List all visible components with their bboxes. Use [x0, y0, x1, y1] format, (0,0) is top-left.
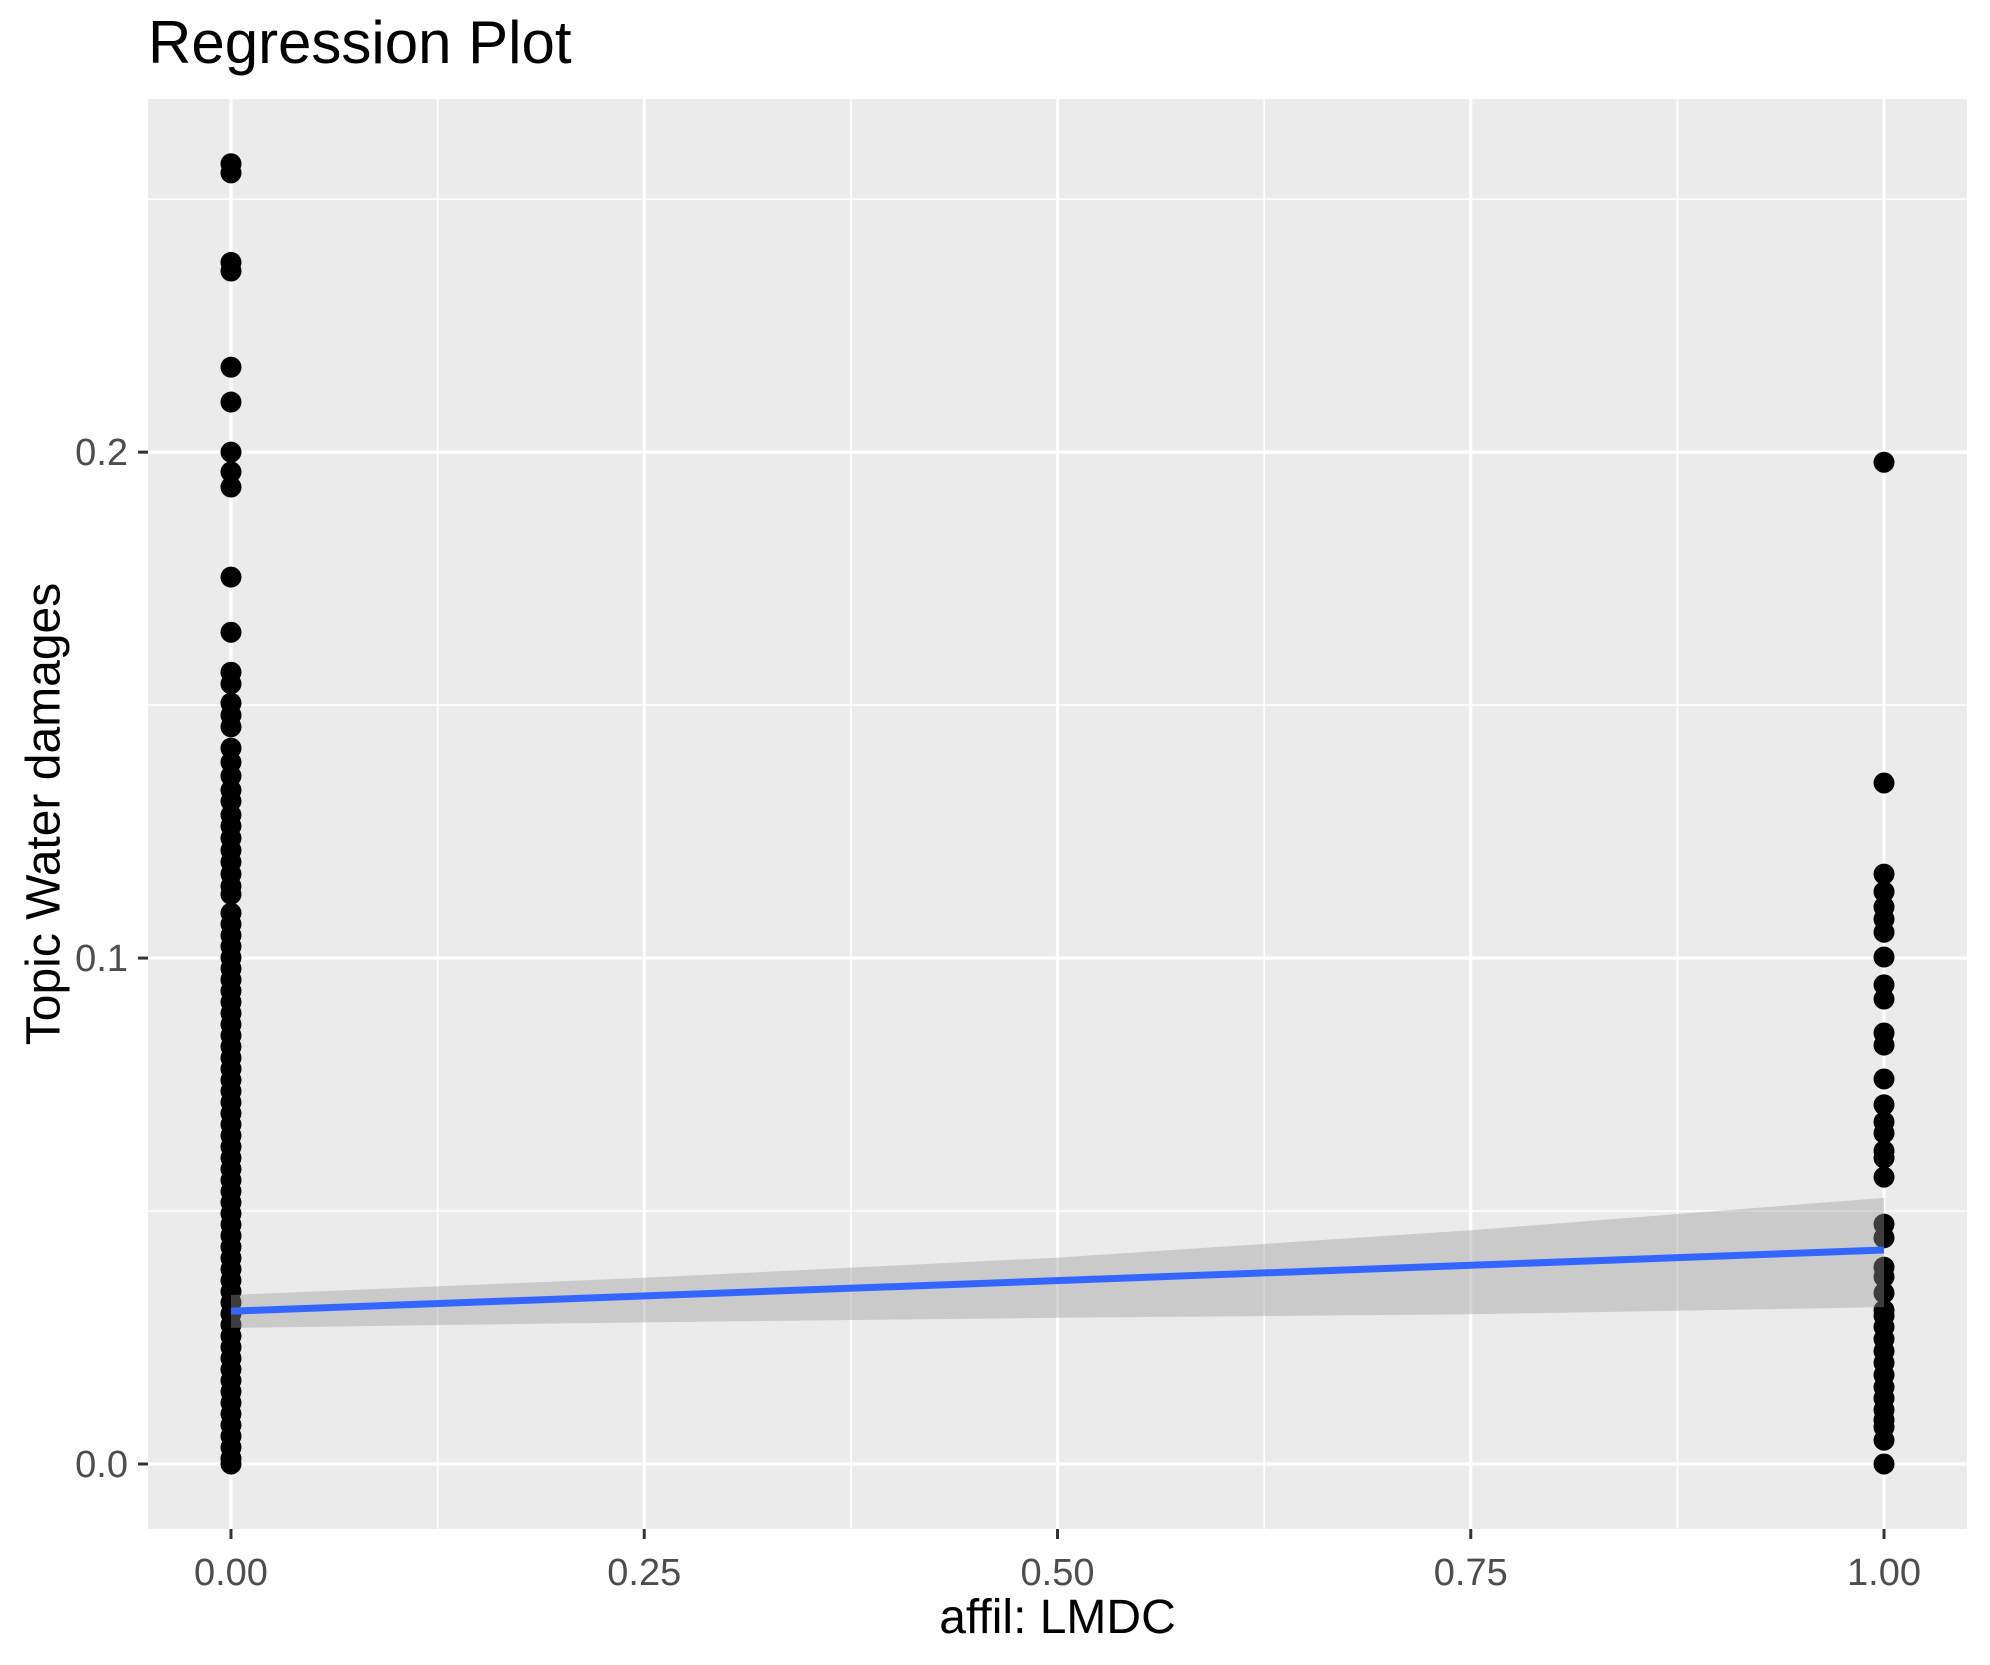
data-point	[1873, 1227, 1895, 1249]
y-axis-title: Topic Water damages	[17, 582, 71, 1046]
data-point	[220, 356, 242, 378]
data-point	[1873, 1453, 1895, 1475]
regression-line	[230, 1246, 1885, 1315]
x-tick-label: 0.00	[194, 1552, 268, 1594]
data-point	[1873, 863, 1895, 885]
data-point	[220, 441, 242, 463]
data-point	[1873, 881, 1895, 903]
y-tick-label: 0.2	[75, 432, 128, 474]
y-tick-label: 0.1	[75, 938, 128, 980]
data-point	[220, 566, 242, 588]
x-tick-label: 0.75	[1434, 1552, 1508, 1594]
data-point	[220, 673, 242, 695]
x-tick-label: 0.50	[1021, 1552, 1095, 1594]
x-axis-title: affil: LMDC	[939, 1591, 1176, 1644]
data-point	[220, 621, 242, 643]
data-point	[220, 162, 242, 184]
data-point	[220, 883, 242, 905]
data-point	[1873, 1122, 1895, 1144]
x-tick-label: 1.00	[1847, 1552, 1921, 1594]
data-point	[1873, 1282, 1895, 1304]
data-point	[1873, 1068, 1895, 1090]
data-point	[1873, 1147, 1895, 1169]
data-point	[1873, 772, 1895, 794]
data-point	[1873, 451, 1895, 473]
data-point	[220, 461, 242, 483]
data-point	[1873, 1034, 1895, 1056]
data-point	[1873, 946, 1895, 968]
data-point	[1873, 1429, 1895, 1451]
data-point	[1873, 1266, 1895, 1288]
data-point	[1873, 921, 1895, 943]
data-point	[220, 716, 242, 738]
data-point	[220, 391, 242, 413]
plot-title: Regression Plot	[148, 9, 572, 76]
y-tick-label: 0.0	[75, 1444, 128, 1486]
data-point	[1873, 1094, 1895, 1116]
data-point	[1873, 988, 1895, 1010]
data-point	[1873, 1166, 1895, 1188]
data-point	[220, 476, 242, 498]
data-point	[220, 1453, 242, 1475]
x-tick-label: 0.25	[607, 1552, 681, 1594]
data-point	[220, 260, 242, 282]
